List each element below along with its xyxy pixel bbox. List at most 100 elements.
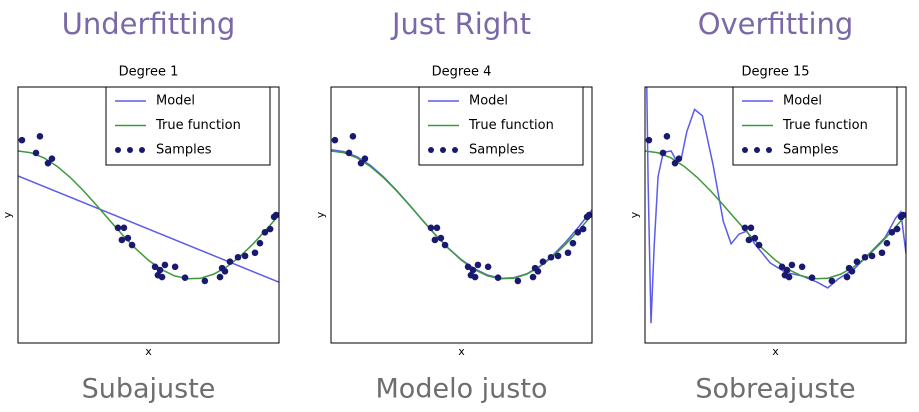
chart-title: Degree 15 [742, 65, 810, 80]
sample-point [853, 258, 861, 266]
sample-point [128, 241, 136, 249]
sample-point [663, 132, 671, 140]
panel-header: Just Right [390, 7, 531, 41]
legend-label: True function [155, 118, 241, 133]
sample-point [888, 228, 896, 236]
sample-point [751, 234, 759, 242]
sample-point [484, 263, 492, 271]
sample-point [861, 253, 869, 261]
legend-dot [754, 147, 760, 153]
sample-point [256, 239, 264, 247]
sample-point [579, 225, 587, 233]
sample-point [433, 224, 441, 232]
sample-point [529, 273, 537, 281]
sample-point [241, 252, 249, 260]
panel-caption: Subajuste [82, 374, 216, 405]
sample-point [349, 132, 357, 140]
legend-dot [428, 147, 434, 153]
sample-point [44, 159, 52, 167]
legend-label: Model [783, 94, 822, 109]
line-series [645, 150, 906, 280]
sample-point [788, 261, 796, 269]
y-axis-label: y [628, 211, 641, 218]
panel-header: Underfitting [62, 7, 236, 41]
y-axis-label: y [314, 211, 327, 218]
sample-point [534, 268, 542, 275]
sample-point [345, 149, 353, 157]
sample-point [645, 136, 653, 144]
sample-point [151, 263, 159, 271]
sample-point [427, 224, 435, 232]
sample-point [261, 228, 269, 236]
chart-title: Degree 4 [432, 65, 492, 80]
sample-point [161, 261, 169, 269]
sample-point [118, 236, 126, 244]
sample-point [868, 252, 876, 260]
sample-point [798, 263, 806, 271]
x-axis-label: x [145, 345, 152, 358]
sample-point [474, 261, 482, 269]
sample-point [226, 258, 234, 266]
sample-point [464, 263, 472, 271]
sample-point [569, 239, 577, 247]
legend-dot [139, 147, 145, 153]
legend-label: Samples [783, 143, 839, 158]
sample-point [156, 266, 164, 274]
sample-point [659, 149, 667, 157]
sample-point [843, 273, 851, 281]
sample-point [216, 273, 224, 281]
plot-area [18, 132, 279, 285]
sample-point [539, 258, 547, 266]
sample-point [18, 136, 26, 144]
sample-point [828, 277, 836, 285]
sample-point [783, 266, 791, 274]
sample-point [554, 252, 562, 260]
sample-point [883, 239, 891, 247]
sample-point [124, 234, 132, 242]
sample-point [331, 136, 339, 144]
sample-point [585, 211, 592, 219]
sample-point [494, 274, 502, 282]
line-series [18, 175, 279, 283]
plot-area [331, 132, 592, 285]
sample-point [675, 155, 683, 162]
legend-dot [440, 147, 446, 153]
legend-dot [115, 147, 121, 153]
chart-title: Degree 1 [119, 65, 179, 80]
sample-point [32, 149, 40, 157]
panel-caption: Sobreajuste [695, 374, 855, 405]
sample-point [848, 268, 856, 275]
sample-point [778, 263, 786, 271]
sample-point [671, 159, 679, 167]
sample-point [437, 234, 445, 242]
sample-point [564, 249, 572, 257]
sample-point [158, 273, 166, 281]
x-axis-label: x [458, 345, 465, 358]
sample-point [745, 236, 753, 244]
line-series [18, 150, 279, 280]
line-series [331, 150, 592, 280]
sample-point [469, 266, 477, 274]
sample-point [741, 224, 749, 232]
sample-point [547, 253, 555, 261]
sample-point [808, 274, 816, 282]
sample-point [201, 277, 209, 285]
sample-point [431, 236, 439, 244]
sample-point [899, 211, 906, 219]
sample-point [514, 277, 522, 285]
legend-label: Model [469, 94, 508, 109]
sample-point [181, 274, 189, 282]
sample-point [471, 273, 479, 281]
legend-label: Samples [469, 143, 525, 158]
sample-point [251, 249, 259, 257]
sample-point [120, 224, 128, 232]
sample-point [357, 159, 365, 167]
sample-point [893, 225, 901, 233]
legend-dot [127, 147, 133, 153]
panel-header: Overfitting [698, 7, 854, 41]
sample-point [36, 132, 44, 140]
plot-area [645, 87, 906, 324]
sample-point [114, 224, 122, 232]
y-axis-label: y [1, 211, 14, 218]
sample-point [785, 273, 793, 281]
